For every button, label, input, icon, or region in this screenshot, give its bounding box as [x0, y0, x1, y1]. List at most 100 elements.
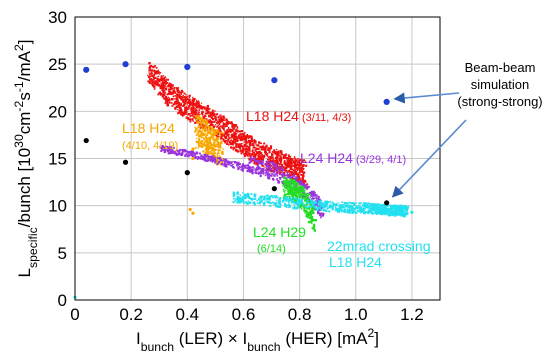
data-point — [221, 152, 224, 155]
data-point — [197, 111, 200, 114]
data-point — [264, 153, 267, 155]
data-point — [390, 206, 393, 208]
data-point — [309, 212, 311, 214]
data-point — [249, 144, 251, 147]
data-point — [205, 135, 208, 138]
data-point — [175, 86, 177, 89]
data-point — [173, 98, 175, 100]
data-point — [241, 150, 245, 153]
data-point — [177, 109, 179, 111]
data-point — [276, 158, 278, 161]
data-point — [312, 205, 314, 208]
data-point — [186, 95, 189, 98]
data-point — [384, 211, 387, 214]
data-point — [308, 213, 312, 216]
data-point — [302, 173, 304, 176]
data-point — [246, 170, 248, 172]
data-point — [320, 208, 323, 211]
black-point — [271, 186, 277, 192]
data-point — [284, 159, 286, 162]
data-point — [272, 166, 275, 169]
data-point — [171, 84, 174, 87]
data-point — [287, 179, 289, 181]
data-point — [227, 133, 230, 136]
data-point — [213, 144, 215, 146]
data-point — [303, 190, 306, 193]
data-point — [285, 164, 288, 166]
data-point — [249, 197, 252, 200]
data-point — [348, 207, 350, 210]
data-point — [262, 165, 265, 167]
data-point — [206, 109, 209, 112]
data-point — [210, 159, 212, 161]
data-point — [289, 181, 291, 183]
data-point — [239, 139, 241, 141]
data-point — [222, 118, 225, 121]
data-point — [218, 138, 220, 140]
data-point — [316, 208, 318, 210]
data-point — [257, 167, 260, 170]
data-point — [183, 99, 185, 101]
data-point — [293, 205, 296, 208]
data-point — [209, 147, 212, 150]
data-point — [301, 200, 303, 202]
data-point — [338, 208, 341, 211]
data-point — [399, 204, 402, 208]
data-point — [245, 141, 248, 144]
data-point — [232, 160, 234, 163]
data-point — [168, 82, 170, 84]
data-point — [284, 157, 286, 159]
data-point — [242, 198, 244, 201]
data-point — [239, 133, 242, 136]
data-point — [311, 208, 314, 212]
data-point — [192, 115, 195, 118]
data-point — [302, 174, 305, 178]
data-point — [167, 96, 170, 98]
data-point — [163, 93, 166, 96]
data-point — [213, 145, 216, 148]
data-point — [225, 163, 228, 165]
y-tick-label: 25 — [48, 55, 67, 74]
data-point — [173, 91, 176, 94]
data-point — [379, 204, 382, 206]
data-point — [214, 160, 217, 162]
data-point — [242, 200, 245, 203]
data-point — [212, 149, 214, 151]
data-point — [398, 212, 401, 216]
data-point — [184, 113, 187, 115]
data-point — [197, 130, 199, 132]
data-point — [151, 82, 154, 84]
data-point — [218, 146, 220, 149]
data-point — [147, 76, 150, 78]
data-point — [310, 206, 313, 209]
data-point — [292, 206, 294, 209]
data-point — [294, 202, 296, 205]
data-point — [293, 200, 295, 203]
data-point — [360, 208, 363, 210]
data-point — [199, 120, 202, 123]
data-point — [263, 170, 265, 172]
data-point — [210, 134, 214, 137]
data-point — [383, 210, 386, 212]
data-point — [239, 130, 242, 133]
data-point — [279, 167, 281, 169]
data-point — [349, 206, 352, 208]
data-point — [225, 133, 229, 136]
data-point — [288, 206, 290, 208]
data-point — [205, 144, 208, 147]
data-point — [313, 219, 316, 222]
data-point — [328, 210, 331, 213]
data-point — [155, 70, 158, 73]
data-point — [322, 213, 325, 216]
data-point — [170, 87, 173, 90]
data-point — [234, 149, 237, 152]
data-point — [299, 193, 303, 196]
data-point — [205, 152, 208, 155]
data-point — [196, 121, 200, 124]
data-point — [301, 177, 304, 180]
data-point — [175, 98, 179, 101]
data-point — [290, 187, 293, 190]
data-point — [195, 101, 199, 104]
data-point — [206, 122, 209, 125]
data-point — [359, 202, 362, 205]
